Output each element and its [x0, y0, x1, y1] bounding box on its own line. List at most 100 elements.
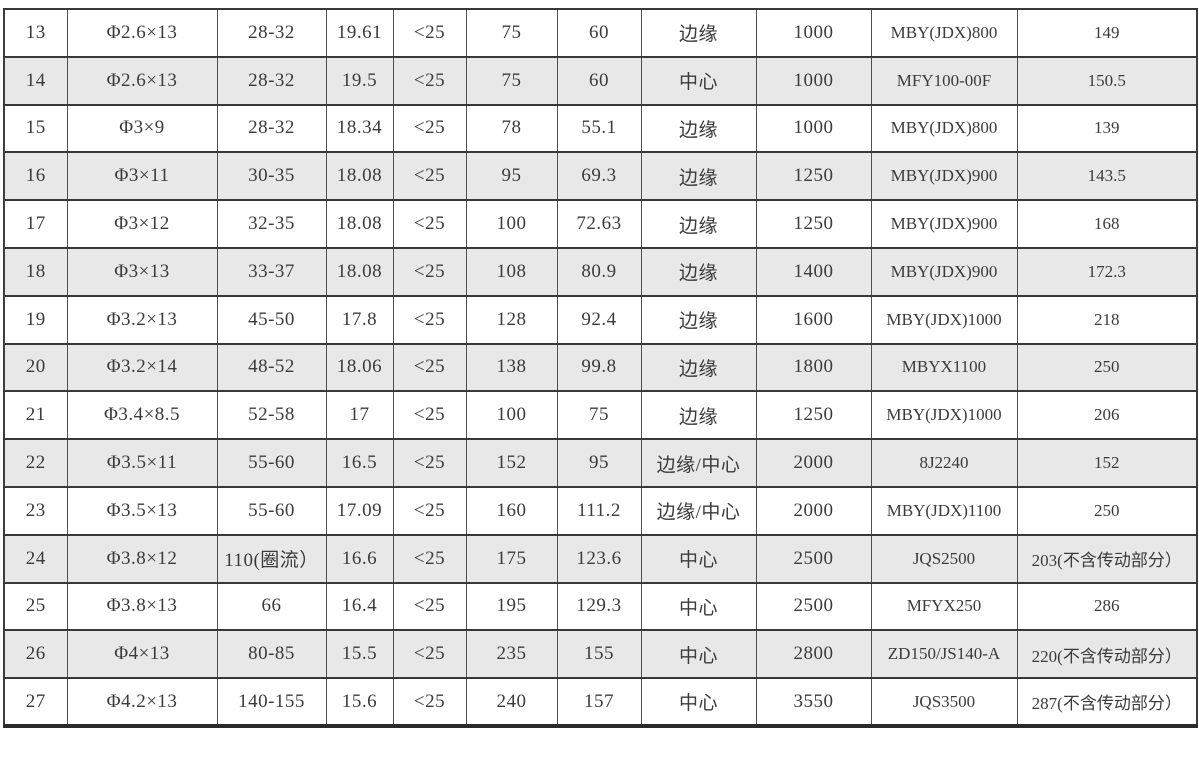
table-cell: Φ3.5×13 [66, 485, 218, 536]
table-row: 21 Φ3.4×8.5 52-58 17 <25 100 75 边缘 1250 MBY(JDX)1… [3, 390, 1198, 441]
row-number-cell: 24 [3, 533, 68, 584]
table-cell: 1800 [755, 342, 872, 393]
table-cell: 75 [556, 390, 642, 441]
table-cell: 15.6 [325, 677, 394, 727]
table-cell: 286 [1016, 581, 1198, 632]
table-cell: 69.3 [556, 151, 642, 202]
table-cell: 边缘 [640, 390, 757, 441]
row-number-cell: 25 [3, 581, 68, 632]
table-cell: 55.1 [556, 103, 642, 154]
table-cell: 15.5 [325, 629, 394, 680]
table-cell: 143.5 [1016, 151, 1198, 202]
table-cell: 1000 [755, 55, 872, 106]
table-cell: <25 [392, 533, 467, 584]
table-cell: 75 [465, 8, 558, 58]
table-cell: 172.3 [1016, 246, 1198, 297]
table-cell: 16.4 [325, 581, 394, 632]
table-cell: 2000 [755, 438, 872, 488]
table-cell: 边缘 [640, 342, 757, 393]
row-number-cell: 18 [3, 246, 68, 297]
table-cell: 72.63 [556, 199, 642, 249]
table-cell: Φ4.2×13 [66, 677, 218, 727]
table-cell: 中心 [640, 629, 757, 680]
row-number-cell: 19 [3, 294, 68, 345]
table-cell: 95 [465, 151, 558, 202]
table-cell: 17.8 [325, 294, 394, 345]
table-cell: 78 [465, 103, 558, 154]
table-cell: 128 [465, 294, 558, 345]
table-cell: 边缘 [640, 199, 757, 249]
table-row: 17 Φ3×12 32-35 18.08 <25 100 72.63 边缘 1250 MBY(JD… [3, 199, 1198, 249]
table-cell: 168 [1016, 199, 1198, 249]
table-cell: JQS3500 [870, 677, 1018, 727]
table-cell: 160 [465, 485, 558, 536]
table-cell: 235 [465, 629, 558, 680]
table-cell: 1250 [755, 151, 872, 202]
table-cell: 152 [465, 438, 558, 488]
table-cell: 111.2 [556, 485, 642, 536]
table-cell: 129.3 [556, 581, 642, 632]
table-cell: 中心 [640, 677, 757, 727]
table-cell: 92.4 [556, 294, 642, 345]
table-cell: 边缘 [640, 246, 757, 297]
table-cell: <25 [392, 438, 467, 488]
table-row: 14 Φ2.6×13 28-32 19.5 <25 75 60 中心 1000 MFY100-00… [3, 55, 1198, 106]
table-cell: MBY(JDX)900 [870, 151, 1018, 202]
table-cell: MBY(JDX)1100 [870, 485, 1018, 536]
row-number-cell: 20 [3, 342, 68, 393]
table-cell: 80-85 [216, 629, 327, 680]
table-cell: 28-32 [216, 8, 327, 58]
table-cell: 149 [1016, 8, 1198, 58]
table-cell: 60 [556, 8, 642, 58]
table-row: 20 Φ3.2×14 48-52 18.06 <25 138 99.8 边缘 1800 MBYX1… [3, 342, 1198, 393]
table-cell: Φ3.4×8.5 [66, 390, 218, 441]
table-cell: MBY(JDX)800 [870, 8, 1018, 58]
table-cell: Φ3×9 [66, 103, 218, 154]
row-number-cell: 23 [3, 485, 68, 536]
row-number-cell: 13 [3, 8, 68, 58]
table-row: 23 Φ3.5×13 55-60 17.09 <25 160 111.2 边缘/中心 2000 M… [3, 485, 1198, 536]
table-cell: 1400 [755, 246, 872, 297]
table-cell: 95 [556, 438, 642, 488]
table-cell: <25 [392, 485, 467, 536]
table-cell: 138 [465, 342, 558, 393]
table-cell: 中心 [640, 533, 757, 584]
table-row: 24 Φ3.8×12 110(圈流） 16.6 <25 175 123.6 中心 2500 JQS… [3, 533, 1198, 584]
table-row: 27 Φ4.2×13 140-155 15.6 <25 240 157 中心 3550 JQS35… [3, 677, 1198, 727]
table-cell: Φ3.2×13 [66, 294, 218, 345]
table-cell: 1000 [755, 8, 872, 58]
spec-table: 13 Φ2.6×13 28-32 19.61 <25 75 60 边缘 1000 MBY(JDX)… [3, 8, 1198, 728]
table-cell: <25 [392, 390, 467, 441]
table-cell: 18.06 [325, 342, 394, 393]
table-cell: Φ2.6×13 [66, 8, 218, 58]
table-cell: ZD150/JS140-A [870, 629, 1018, 680]
table-cell: 175 [465, 533, 558, 584]
table-cell: 2500 [755, 533, 872, 584]
table-cell: 边缘 [640, 8, 757, 58]
table-cell: <25 [392, 151, 467, 202]
table-cell: 195 [465, 581, 558, 632]
table-row: 19 Φ3.2×13 45-50 17.8 <25 128 92.4 边缘 1600 MBY(JD… [3, 294, 1198, 345]
table-cell: 55-60 [216, 438, 327, 488]
table-cell: Φ3×11 [66, 151, 218, 202]
table-cell: <25 [392, 55, 467, 106]
table-cell: 250 [1016, 485, 1198, 536]
table-cell: 边缘 [640, 294, 757, 345]
table-cell: 152 [1016, 438, 1198, 488]
table-row: 16 Φ3×11 30-35 18.08 <25 95 69.3 边缘 1250 MBY(JDX)… [3, 151, 1198, 202]
table-cell: 155 [556, 629, 642, 680]
table-row: 22 Φ3.5×11 55-60 16.5 <25 152 95 边缘/中心 2000 8J224… [3, 438, 1198, 488]
table-cell: 1600 [755, 294, 872, 345]
table-cell: <25 [392, 294, 467, 345]
table-cell: 19.5 [325, 55, 394, 106]
table-cell: 1250 [755, 390, 872, 441]
table-cell: <25 [392, 342, 467, 393]
table-cell: Φ4×13 [66, 629, 218, 680]
table-cell: 108 [465, 246, 558, 297]
table-cell: 18.34 [325, 103, 394, 154]
table-cell: MBYX1100 [870, 342, 1018, 393]
table-cell: Φ2.6×13 [66, 55, 218, 106]
table-cell: 100 [465, 390, 558, 441]
table-cell: MFYX250 [870, 581, 1018, 632]
table-cell: 17 [325, 390, 394, 441]
